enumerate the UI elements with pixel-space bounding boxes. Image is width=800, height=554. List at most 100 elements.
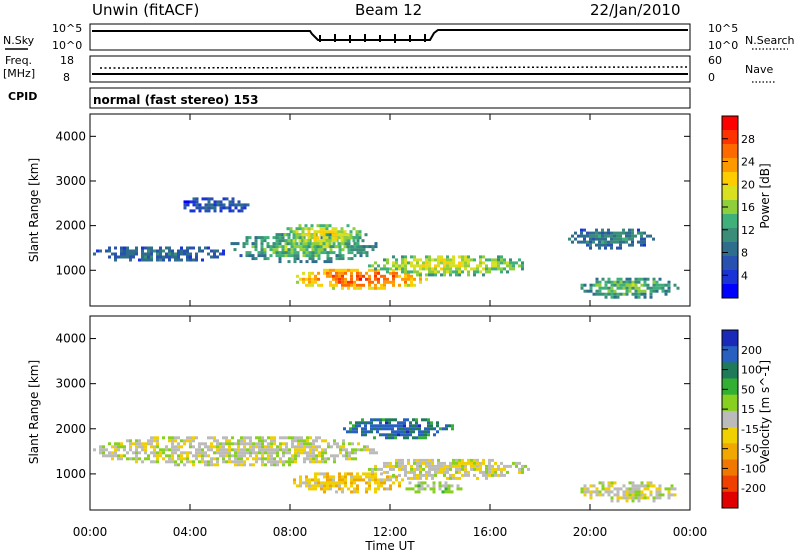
data-cell [392, 264, 395, 268]
data-cell [401, 458, 404, 462]
data-cell [407, 458, 410, 462]
data-cell [491, 458, 494, 462]
data-cell [210, 442, 213, 446]
data-cell [631, 496, 635, 500]
data-cell [338, 251, 342, 255]
data-cell [676, 286, 680, 290]
data-cell [195, 436, 198, 440]
data-cell [374, 283, 377, 287]
data-cell [289, 227, 293, 231]
data-cell [210, 448, 213, 452]
data-cell [282, 451, 285, 455]
data-cell [251, 245, 255, 249]
data-cell [425, 277, 428, 281]
data-cell [598, 246, 601, 250]
data-cell [476, 267, 479, 271]
data-cell [625, 277, 629, 281]
data-cell [264, 439, 267, 443]
data-cell [447, 484, 451, 488]
data-cell [389, 478, 392, 482]
data-cell [380, 472, 383, 476]
data-cell [335, 271, 338, 275]
data-cell [267, 460, 270, 464]
data-cell [311, 283, 314, 287]
data-cell [446, 255, 449, 259]
data-cell [437, 270, 440, 274]
data-cell [365, 251, 369, 255]
data-cell [419, 277, 422, 281]
data-cell [348, 457, 351, 461]
data-cell [521, 264, 524, 268]
data-cell [245, 242, 249, 246]
data-cell [319, 239, 323, 243]
data-cell [159, 448, 162, 452]
data-cell [601, 243, 604, 247]
data-cell [326, 251, 330, 255]
data-cell [195, 200, 199, 204]
data-cell [162, 255, 165, 259]
data-cell [231, 460, 234, 464]
data-cell [316, 224, 320, 228]
data-cell [356, 251, 360, 255]
data-cell [305, 475, 308, 479]
data-cell [658, 277, 662, 281]
data-cell [395, 271, 398, 275]
data-cell [123, 252, 126, 256]
data-cell [341, 254, 345, 258]
data-cell [655, 490, 659, 494]
data-cell [428, 258, 431, 262]
data-cell [455, 470, 458, 474]
data-cell [604, 295, 608, 299]
data-cell [305, 277, 308, 281]
data-cell [401, 258, 404, 262]
data-cell [337, 236, 341, 240]
data-cell [171, 252, 174, 256]
data-cell [428, 264, 431, 268]
data-cell [273, 463, 276, 467]
data-cell [616, 237, 619, 241]
data-cell [500, 470, 503, 474]
data-cell [311, 257, 315, 261]
data-cell [288, 448, 291, 452]
data-cell [418, 427, 421, 431]
data-cell [228, 209, 232, 213]
data-cell [404, 464, 407, 468]
data-cell [429, 487, 433, 491]
data-cell [351, 457, 354, 461]
data-cell [117, 448, 120, 452]
data-cell [613, 487, 617, 491]
data-cell [273, 451, 276, 455]
data-cell [225, 460, 228, 464]
data-cell [361, 239, 365, 243]
data-cell [153, 249, 156, 253]
data-cell [658, 286, 662, 290]
data-cell [270, 460, 273, 464]
data-cell [488, 258, 491, 262]
data-cell [147, 457, 150, 461]
data-cell [458, 270, 461, 274]
data-cell [432, 484, 436, 488]
data-cell [506, 470, 509, 474]
data-cell [385, 436, 388, 440]
data-cell [601, 484, 605, 488]
data-cell [270, 445, 273, 449]
data-cell [153, 451, 156, 455]
data-cell [213, 457, 216, 461]
data-cell [404, 267, 407, 271]
data-cell [643, 243, 646, 247]
data-cell [135, 445, 138, 449]
data-cell [281, 236, 285, 240]
data-cell [392, 473, 395, 477]
data-cell [282, 463, 285, 467]
data-cell [406, 418, 409, 422]
data-cell [135, 460, 138, 464]
data-cell [518, 470, 521, 474]
data-cell [299, 260, 303, 264]
data-cell [377, 487, 380, 491]
data-cell [237, 460, 240, 464]
data-cell [452, 473, 455, 477]
data-cell [373, 418, 376, 422]
data-cell [240, 442, 243, 446]
data-cell [186, 200, 190, 204]
data-cell [309, 451, 312, 455]
